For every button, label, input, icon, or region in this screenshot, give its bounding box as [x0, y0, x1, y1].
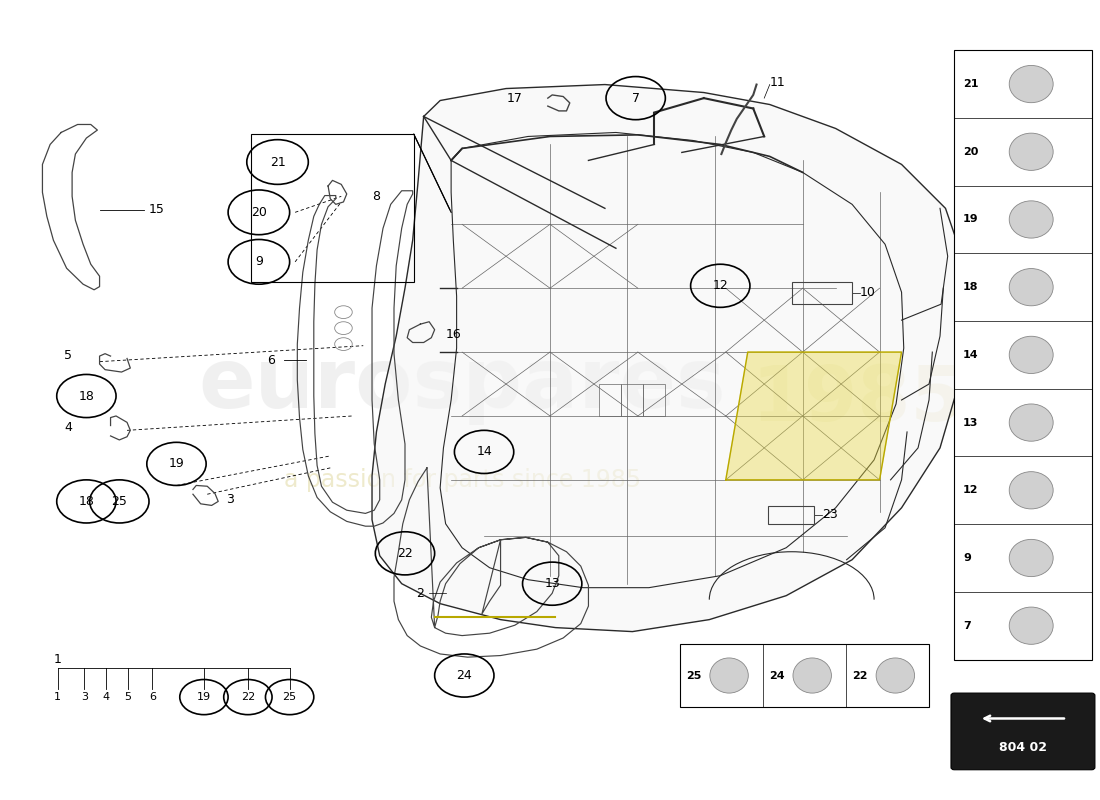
Text: 18: 18 [964, 282, 979, 292]
Text: 2: 2 [416, 586, 424, 600]
Text: 13: 13 [964, 418, 979, 427]
Bar [680, 643, 930, 707]
Text: 21: 21 [270, 155, 285, 169]
Bar [955, 50, 1091, 659]
Text: 12: 12 [964, 486, 979, 495]
Ellipse shape [1009, 133, 1053, 170]
Text: 20: 20 [251, 206, 267, 219]
Bar [251, 134, 414, 282]
Text: 14: 14 [964, 350, 979, 360]
Text: 5: 5 [64, 349, 73, 362]
Text: 1985: 1985 [751, 363, 964, 437]
Bar [768, 506, 814, 524]
Text: 24: 24 [769, 670, 785, 681]
Text: 4: 4 [102, 692, 110, 702]
Text: 15: 15 [148, 203, 165, 217]
Text: 3: 3 [226, 494, 234, 506]
Text: 22: 22 [397, 547, 412, 560]
Text: 6: 6 [148, 692, 156, 702]
Ellipse shape [876, 658, 914, 693]
Text: 8: 8 [372, 190, 379, 203]
Ellipse shape [710, 658, 748, 693]
Text: 9: 9 [255, 255, 263, 268]
Text: 18: 18 [78, 390, 95, 402]
Text: 17: 17 [507, 92, 522, 105]
Text: 5: 5 [124, 692, 132, 702]
Text: 21: 21 [964, 79, 979, 89]
Bar [600, 384, 621, 416]
Ellipse shape [793, 658, 832, 693]
Text: eurospares: eurospares [198, 343, 726, 425]
Text: 19: 19 [197, 692, 211, 702]
Polygon shape [726, 352, 902, 480]
Text: 18: 18 [78, 495, 95, 508]
Ellipse shape [1009, 269, 1053, 306]
Text: 19: 19 [964, 214, 979, 225]
Text: 13: 13 [544, 577, 560, 590]
Text: 11: 11 [770, 76, 785, 89]
Polygon shape [372, 85, 966, 631]
Bar [792, 282, 852, 304]
Text: 25: 25 [686, 670, 702, 681]
Ellipse shape [1009, 539, 1053, 577]
Ellipse shape [1009, 66, 1053, 102]
Text: 14: 14 [476, 446, 492, 458]
Text: 25: 25 [111, 495, 128, 508]
Text: 25: 25 [283, 692, 297, 702]
FancyBboxPatch shape [952, 693, 1094, 770]
Text: 1: 1 [54, 653, 62, 666]
Bar [621, 384, 643, 416]
Text: 6: 6 [267, 354, 275, 366]
Text: 22: 22 [241, 692, 255, 702]
Text: 24: 24 [456, 669, 472, 682]
Text: 19: 19 [168, 458, 185, 470]
Text: 16: 16 [446, 328, 461, 341]
Text: a passion for parts since 1985: a passion for parts since 1985 [284, 468, 640, 492]
Text: 804 02: 804 02 [999, 741, 1047, 754]
Text: 4: 4 [64, 422, 73, 434]
Text: 23: 23 [823, 509, 838, 522]
Text: 7: 7 [964, 621, 971, 630]
Ellipse shape [1009, 336, 1053, 374]
Text: 10: 10 [860, 286, 876, 299]
Text: 12: 12 [713, 279, 728, 292]
Text: 9: 9 [964, 553, 971, 563]
Ellipse shape [1009, 472, 1053, 509]
Text: 22: 22 [852, 670, 868, 681]
Text: 3: 3 [80, 692, 88, 702]
Text: 7: 7 [631, 92, 640, 105]
Ellipse shape [1009, 201, 1053, 238]
Ellipse shape [1009, 607, 1053, 644]
Ellipse shape [1009, 404, 1053, 442]
Bar [644, 384, 666, 416]
Text: 20: 20 [964, 146, 979, 157]
Text: 1: 1 [54, 692, 62, 702]
